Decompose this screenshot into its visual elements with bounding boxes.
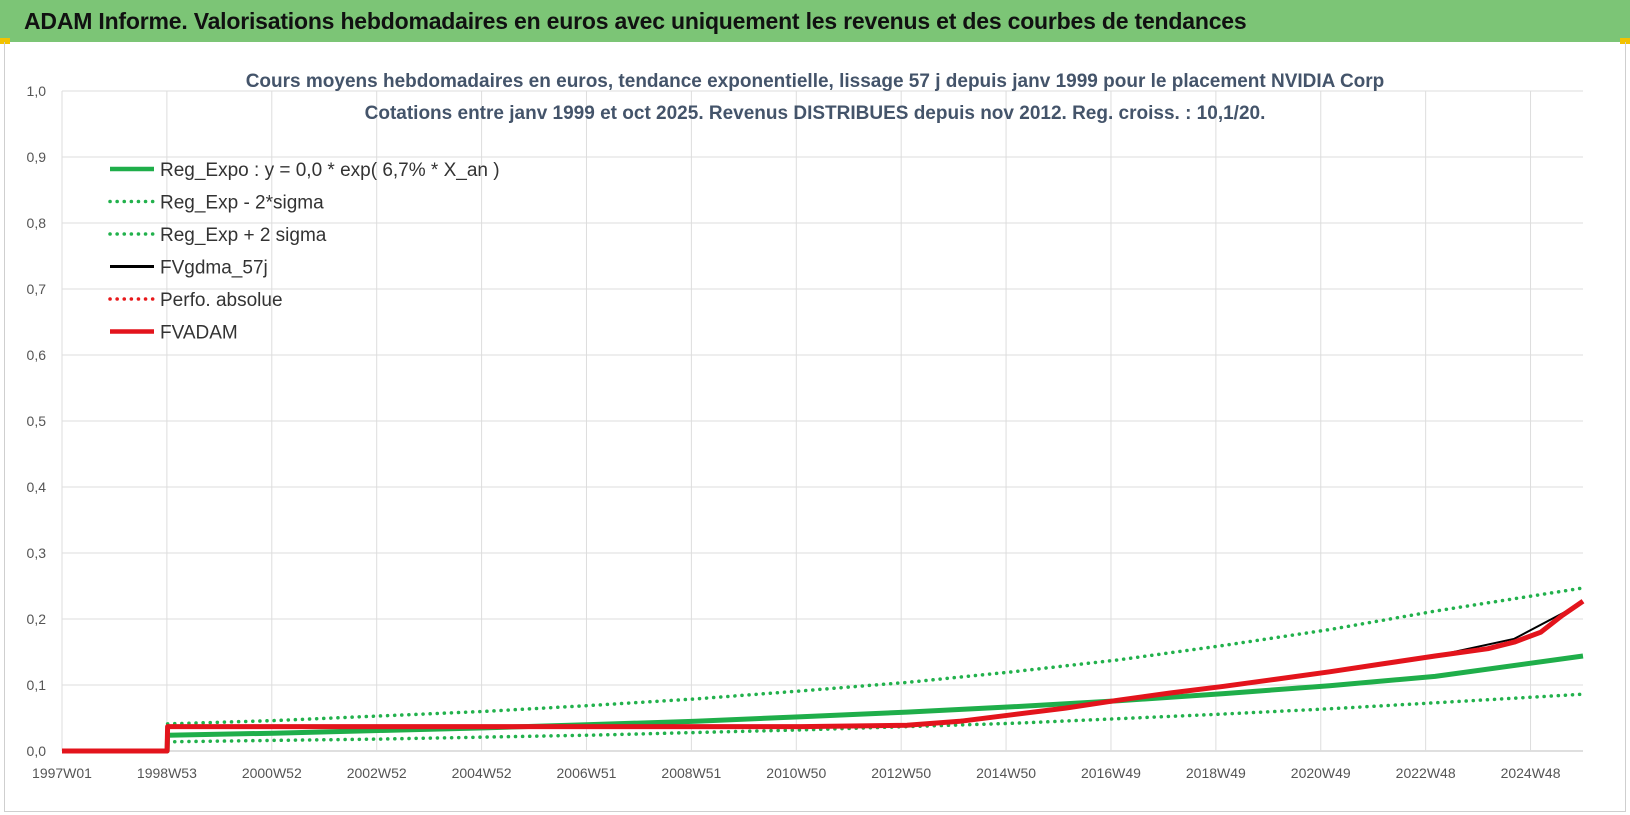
x-tick-label: 1998W53 — [137, 765, 197, 781]
legend-label: Reg_Exp - 2*sigma — [160, 193, 324, 214]
grid — [61, 90, 1583, 752]
y-tick-label: 0,5 — [27, 413, 47, 429]
legend-label: Perfo. absolue — [160, 290, 283, 311]
x-tick-label: 2010W50 — [766, 765, 826, 781]
legend-label: FVADAM — [160, 323, 238, 344]
y-tick-label: 0,3 — [27, 545, 47, 561]
legend-label: Reg_Exp + 2 sigma — [160, 225, 327, 246]
x-tick-label: 2002W52 — [347, 765, 407, 781]
x-tick-label: 2008W51 — [661, 765, 721, 781]
x-tick-label: 2022W48 — [1396, 765, 1456, 781]
report-banner: ADAM Informe. Valorisations hebdomadaire… — [0, 0, 1630, 42]
x-tick-label: 2024W48 — [1501, 765, 1561, 781]
y-tick-label: 0,7 — [27, 281, 47, 297]
report-title: ADAM Informe. Valorisations hebdomadaire… — [24, 7, 1247, 34]
series-line-fvadam — [62, 599, 1585, 754]
x-tick-label: 2004W52 — [452, 765, 512, 781]
x-tick-label: 2014W50 — [976, 765, 1036, 781]
y-tick-label: 0,4 — [27, 479, 47, 495]
chart-title: Cours moyens hebdomadaires en euros, ten… — [246, 71, 1385, 92]
x-tick-label: 2000W52 — [242, 765, 302, 781]
axis-labels: 0,0 0,1 0,2 0,3 0,4 0,5 0,6 0,7 0,8 0,9 1,0 1997W01… — [27, 83, 1561, 781]
chart-frame — [4, 42, 1626, 812]
legend-label: FVgdma_57j — [160, 258, 268, 279]
y-tick-label: 0,0 — [27, 743, 47, 759]
x-tick-label: 2006W51 — [557, 765, 617, 781]
y-tick-label: 0,1 — [27, 677, 47, 693]
x-tick-label: 2012W50 — [871, 765, 931, 781]
chart-subtitle: Cotations entre janv 1999 et oct 2025. R… — [365, 103, 1266, 124]
corner-marker-left — [0, 38, 10, 44]
y-tick-label: 0,8 — [27, 215, 47, 231]
y-tick-label: 1,0 — [27, 83, 47, 99]
y-tick-label: 0,2 — [27, 611, 47, 627]
y-tick-label: 0,9 — [27, 149, 47, 165]
legend: Reg_Expo : y = 0,0 * exp( 6,7% * X_an ) R… — [108, 160, 500, 344]
corner-marker-right — [1620, 38, 1630, 44]
legend-label: Reg_Expo : y = 0,0 * exp( 6,7% * X_an ) — [160, 160, 500, 181]
series-layer — [62, 586, 1585, 754]
x-tick-label: 2018W49 — [1186, 765, 1246, 781]
series-line-reg-expo-y-0-0-exp-6-7-x-an — [62, 653, 1584, 754]
x-tick-label: 1997W01 — [32, 765, 92, 781]
x-tick-label: 2016W49 — [1081, 765, 1141, 781]
series-line-reg-exp-2-sigma — [165, 586, 1585, 726]
x-tick-label: 2020W49 — [1291, 765, 1351, 781]
y-tick-label: 0,6 — [27, 347, 47, 363]
series-line-reg-exp-2-sigma — [165, 692, 1585, 744]
